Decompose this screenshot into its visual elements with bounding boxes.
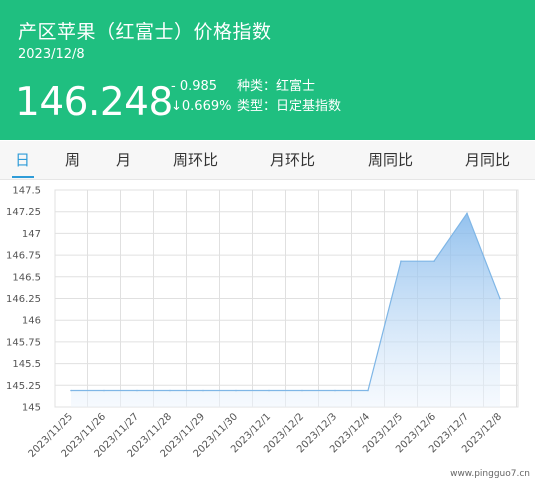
kind-label: 种类： <box>237 79 277 94</box>
data-point-9 <box>334 389 336 392</box>
type-value: 日定基指数 <box>276 99 342 114</box>
data-point-11 <box>400 260 402 262</box>
active-tab-indicator <box>12 176 34 178</box>
price-meta-block: 种类：红富士 类型：日定基指数 <box>237 77 341 117</box>
data-point-4 <box>169 389 171 392</box>
price-index-value: 146.248 <box>15 80 173 125</box>
price-line <box>71 212 501 392</box>
data-point-10 <box>367 389 369 392</box>
price-area <box>71 213 500 407</box>
price-change-percent: ↓0.669% <box>171 99 232 114</box>
price-date: 2023/12/8 <box>18 47 85 62</box>
y-tick-label: 147.25 <box>6 207 41 218</box>
data-point-2 <box>103 389 105 392</box>
data-point-3 <box>136 389 138 392</box>
data-point-13 <box>466 212 468 215</box>
y-tick-label: 146 <box>22 316 41 327</box>
kind-value: 红富士 <box>276 79 316 94</box>
y-tick-label: 145.25 <box>6 381 41 392</box>
tab-day[interactable]: 日 <box>15 151 31 169</box>
data-points <box>70 212 501 392</box>
tab-month[interactable]: 月 <box>116 151 132 169</box>
tab-month-year-on-year[interactable]: 月同比 <box>465 151 511 169</box>
page-title: 产区苹果（红富士）价格指数 <box>18 21 272 43</box>
y-tick-label: 146.5 <box>12 272 41 283</box>
y-tick-label: 145.5 <box>12 359 41 370</box>
data-point-1 <box>70 389 72 392</box>
data-point-6 <box>235 389 237 392</box>
data-point-12 <box>433 260 435 262</box>
y-tick-label: 146.75 <box>6 251 41 262</box>
tab-month-on-month[interactable]: 月环比 <box>270 151 316 169</box>
price-header: 产区苹果（红富士）价格指数 2023/12/8 146.248 - 0.985 … <box>0 0 535 140</box>
tab-week[interactable]: 周 <box>65 151 81 169</box>
period-tabs: 日 周 月 周环比 月环比 周同比 月同比 <box>0 141 535 180</box>
data-point-8 <box>301 389 303 392</box>
y-tick-label: 145 <box>22 403 41 414</box>
type-label: 类型： <box>237 99 277 114</box>
y-tick-label: 147.5 <box>12 186 41 197</box>
x-axis-ticks: 2023/11/252023/11/262023/11/272023/11/28… <box>27 411 505 460</box>
data-point-5 <box>202 389 204 392</box>
y-axis-ticks: 147.5 147.25 147 146.75 146.5 146.25 146 145.75… <box>6 186 41 414</box>
price-change-block: - 0.985 ↓0.669% <box>171 77 231 117</box>
data-point-14 <box>499 297 501 300</box>
y-tick-label: 145.75 <box>6 337 41 348</box>
y-tick-label: 146.25 <box>6 294 41 305</box>
tab-week-on-week[interactable]: 周环比 <box>173 151 219 169</box>
tab-week-year-on-year[interactable]: 周同比 <box>368 151 414 169</box>
data-point-7 <box>268 389 270 392</box>
price-index-chart: 147.5 147.25 147 146.75 146.5 146.25 146 145.75… <box>6 186 530 480</box>
kind-row: 种类：红富士 <box>237 77 341 97</box>
price-change-value: - 0.985 <box>171 79 218 94</box>
y-tick-label: 147 <box>22 229 41 240</box>
type-row: 类型：日定基指数 <box>237 97 341 117</box>
site-watermark: www.pingguo7.cn <box>450 469 530 479</box>
